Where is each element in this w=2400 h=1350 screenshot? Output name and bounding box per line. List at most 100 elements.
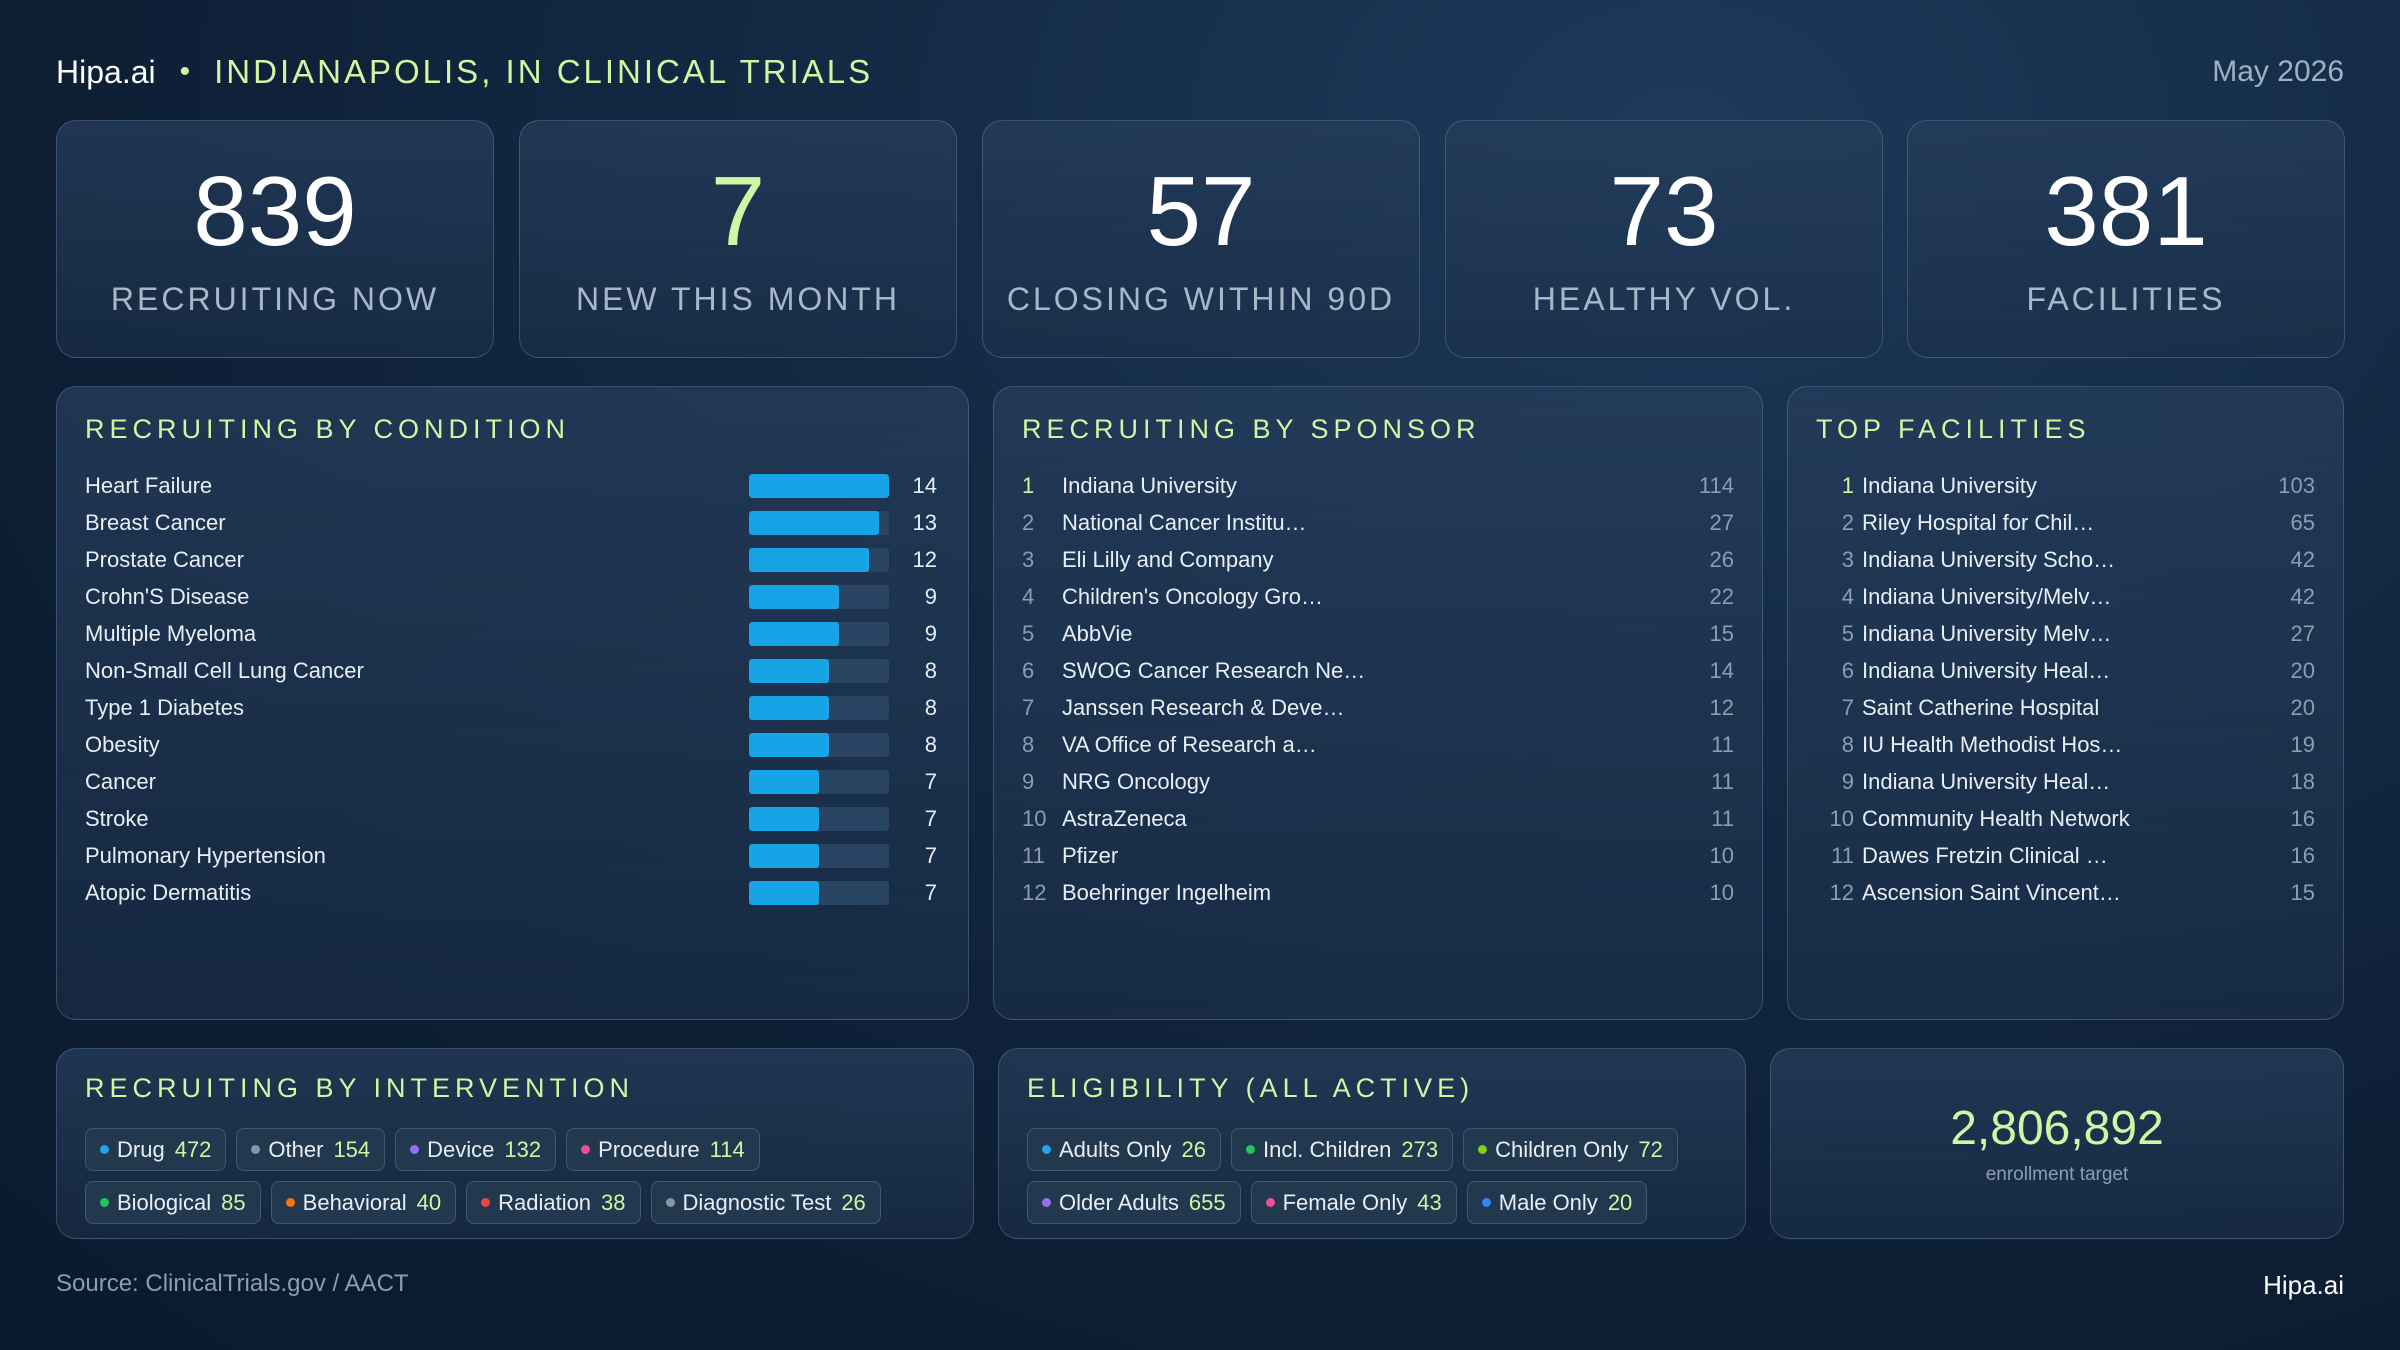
interventions-chip[interactable]: Biological 85: [85, 1181, 261, 1224]
condition-count: 7: [924, 879, 937, 905]
sponsors-panel: RECRUITING BY SPONSOR 1 Indiana Universit…: [993, 386, 1763, 1020]
stat-card[interactable]: 73 HEALTHY VOL.: [1445, 120, 1883, 358]
facility-count: 18: [2290, 768, 2315, 794]
enrollment-label: enrollment target: [1985, 1164, 2129, 1185]
eligibility-chip[interactable]: Children Only 72: [1463, 1128, 1678, 1171]
footer-brand[interactable]: Hipa.ai: [2263, 1270, 2344, 1300]
interventions-chip[interactable]: Device 132: [395, 1128, 557, 1171]
condition-count: 14: [912, 472, 937, 498]
sponsor-row[interactable]: 3 Eli Lilly and Company 26: [1022, 541, 1734, 578]
interventions-chip[interactable]: Radiation 38: [466, 1181, 641, 1224]
condition-name: Prostate Cancer: [85, 546, 244, 572]
brand-logo[interactable]: Hipa.ai: [56, 53, 156, 90]
condition-row[interactable]: Pulmonary Hypertension 7: [85, 837, 940, 874]
sponsor-row[interactable]: 7 Janssen Research & Deve… 12: [1022, 689, 1734, 726]
dot-icon: [1265, 1198, 1275, 1207]
interventions-chip[interactable]: Behavioral 40: [270, 1181, 457, 1224]
interventions-chip-value: 40: [416, 1189, 442, 1215]
conditions-title: RECRUITING BY CONDITION: [85, 414, 571, 444]
eligibility-chip[interactable]: Older Adults 655: [1027, 1181, 1241, 1224]
stat-card[interactable]: 839 RECRUITING NOW: [56, 120, 494, 358]
condition-name: Crohn'S Disease: [85, 583, 250, 609]
facility-row[interactable]: 12 Ascension Saint Vincent… 15: [1816, 874, 2315, 911]
facility-row[interactable]: 8 IU Health Methodist Hos… 19: [1816, 726, 2315, 763]
condition-count: 8: [924, 657, 937, 683]
facility-row[interactable]: 3 Indiana University Scho… 42: [1816, 541, 2315, 578]
interventions-chip[interactable]: Procedure 114: [566, 1128, 760, 1171]
interventions-chip[interactable]: Drug 472: [85, 1128, 227, 1171]
condition-row[interactable]: Heart Failure 14: [85, 467, 940, 504]
eligibility-chip-value: 72: [1638, 1136, 1663, 1162]
condition-row[interactable]: Non-Small Cell Lung Cancer 8: [85, 652, 940, 689]
facility-row[interactable]: 10 Community Health Network 16: [1816, 800, 2315, 837]
sponsor-row[interactable]: 9 NRG Oncology 11: [1022, 763, 1734, 800]
sponsor-name: AstraZeneca: [1062, 805, 1187, 831]
facility-row[interactable]: 6 Indiana University Heal… 20: [1816, 652, 2315, 689]
interventions-chip-label: Drug: [117, 1136, 165, 1162]
condition-row[interactable]: Atopic Dermatitis 7: [85, 874, 940, 911]
interventions-chip[interactable]: Other 154: [236, 1128, 386, 1171]
condition-row[interactable]: Cancer 7: [85, 763, 940, 800]
stat-card[interactable]: 7 NEW THIS MONTH: [519, 120, 957, 358]
sponsor-name: Indiana University: [1062, 472, 1237, 498]
stat-value: 7: [710, 156, 766, 266]
sponsor-row[interactable]: 5 AbbVie 15: [1022, 615, 1734, 652]
sponsor-row[interactable]: 10 AstraZeneca 11: [1022, 800, 1734, 837]
condition-row[interactable]: Prostate Cancer 12: [85, 541, 940, 578]
facility-count: 19: [2290, 731, 2315, 757]
sponsor-count: 11: [1711, 805, 1734, 831]
stat-label: NEW THIS MONTH: [575, 281, 901, 317]
condition-name: Stroke: [85, 805, 149, 831]
facility-row[interactable]: 5 Indiana University Melv… 27: [1816, 615, 2315, 652]
facility-rank: 10: [1829, 805, 1854, 831]
sponsor-row[interactable]: 2 National Cancer Institu… 27: [1022, 504, 1734, 541]
sponsors-list: 1 Indiana University 114 2 National Cancer I…: [1022, 467, 1734, 911]
condition-row[interactable]: Crohn'S Disease 9: [85, 578, 940, 615]
eligibility-chip[interactable]: Incl. Children 273: [1230, 1128, 1454, 1171]
sponsor-row[interactable]: 8 VA Office of Research a… 11: [1022, 726, 1734, 763]
condition-row[interactable]: Breast Cancer 13: [85, 504, 940, 541]
condition-row[interactable]: Obesity 8: [85, 726, 940, 763]
facility-rank: 3: [1841, 546, 1854, 572]
facility-row[interactable]: 2 Riley Hospital for Chil… 65: [1816, 504, 2315, 541]
source-note: Source: ClinicalTrials.gov / AACT: [56, 1270, 409, 1297]
sponsor-row[interactable]: 4 Children's Oncology Gro… 22: [1022, 578, 1734, 615]
stat-card[interactable]: 381 FACILITIES: [1907, 120, 2345, 358]
facility-row[interactable]: 4 Indiana University/Melv… 42: [1816, 578, 2315, 615]
sponsor-row[interactable]: 12 Boehringer Ingelheim 10: [1022, 874, 1734, 911]
sponsor-row[interactable]: 1 Indiana University 114: [1022, 467, 1734, 504]
condition-name: Atopic Dermatitis: [85, 879, 252, 905]
condition-row[interactable]: Stroke 7: [85, 800, 940, 837]
stat-value: 381: [2044, 156, 2208, 266]
eligibility-chips: Adults Only 26 Incl. Children 273 Children O…: [1027, 1128, 1727, 1224]
sponsor-name: Eli Lilly and Company: [1062, 546, 1274, 572]
title-separator: •: [179, 55, 191, 88]
interventions-chip[interactable]: Diagnostic Test 26: [650, 1181, 881, 1224]
interventions-chip-value: 26: [841, 1189, 866, 1215]
eligibility-chip[interactable]: Male Only 20: [1466, 1181, 1648, 1224]
eligibility-chip[interactable]: Adults Only 26: [1027, 1128, 1221, 1171]
sponsor-count: 10: [1709, 842, 1734, 868]
interventions-chip-label: Procedure: [598, 1136, 700, 1162]
stat-card[interactable]: 57 CLOSING WITHIN 90D: [982, 120, 1420, 358]
condition-row[interactable]: Multiple Myeloma 9: [85, 615, 940, 652]
condition-bar-track: [749, 510, 889, 535]
facility-row[interactable]: 7 Saint Catherine Hospital 20: [1816, 689, 2315, 726]
dot-icon: [481, 1198, 491, 1207]
facility-row[interactable]: 9 Indiana University Heal… 18: [1816, 763, 2315, 800]
sponsor-row[interactable]: 6 SWOG Cancer Research Ne… 14: [1022, 652, 1734, 689]
interventions-title: RECRUITING BY INTERVENTION: [85, 1073, 635, 1103]
facility-count: 42: [2290, 546, 2315, 572]
facility-row[interactable]: 11 Dawes Fretzin Clinical … 16: [1816, 837, 2315, 874]
interventions-chip-label: Other: [268, 1136, 324, 1162]
interventions-chip-value: 114: [709, 1136, 745, 1162]
sponsor-name: National Cancer Institu…: [1062, 509, 1307, 535]
eligibility-chip[interactable]: Female Only 43: [1250, 1181, 1457, 1224]
facility-row[interactable]: 1 Indiana University 103: [1816, 467, 2315, 504]
facility-name: Indiana University Scho…: [1862, 546, 2116, 572]
condition-row[interactable]: Type 1 Diabetes 8: [85, 689, 940, 726]
sponsor-row[interactable]: 11 Pfizer 10: [1022, 837, 1734, 874]
eligibility-chip-value: 43: [1417, 1189, 1442, 1215]
facility-rank: 12: [1829, 879, 1854, 905]
sponsor-count: 11: [1711, 731, 1734, 757]
